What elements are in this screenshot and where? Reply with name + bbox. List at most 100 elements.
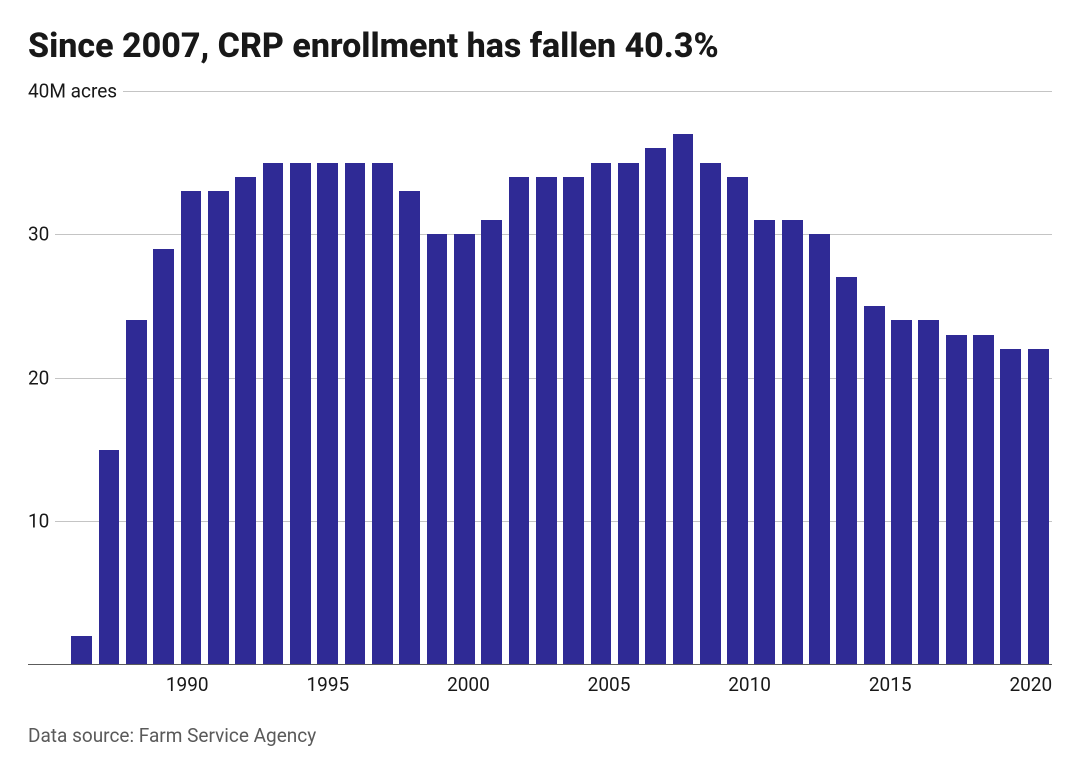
bar-slot [123, 91, 150, 665]
x-tick-label [398, 673, 422, 696]
bar [563, 177, 584, 665]
bar-slot [724, 91, 751, 665]
bar [645, 148, 666, 665]
x-tick-label [704, 673, 728, 696]
bar [235, 177, 256, 665]
x-tick-label [539, 673, 563, 696]
bar-slot [314, 91, 341, 665]
bar-slot [533, 91, 560, 665]
bar-slot [369, 91, 396, 665]
bar [591, 163, 612, 665]
bar [618, 163, 639, 665]
bar-slot [642, 91, 669, 665]
bar [918, 320, 939, 664]
x-tick-label: 2005 [588, 673, 631, 696]
bar [372, 163, 393, 665]
bar-slot [205, 91, 232, 665]
bar [263, 163, 284, 665]
bar-slot [915, 91, 942, 665]
x-tick-label [233, 673, 257, 696]
bar-slot [478, 91, 505, 665]
x-tick-label [630, 673, 654, 696]
bar [399, 191, 420, 665]
x-tick-label [68, 673, 92, 696]
bar-slot [587, 91, 614, 665]
bar-slot [560, 91, 587, 665]
x-tick-label: 2010 [728, 673, 771, 696]
bar-slot [396, 91, 423, 665]
bar-slot [68, 91, 95, 665]
data-source: Data source: Farm Service Agency [28, 724, 1052, 747]
x-tick-label [141, 673, 165, 696]
bar [99, 450, 120, 665]
x-tick-label [563, 673, 587, 696]
bar-slot [861, 91, 888, 665]
x-tick-label [771, 673, 795, 696]
x-tick-label [936, 673, 960, 696]
bar [71, 636, 92, 665]
x-tick-label: 2015 [869, 673, 912, 696]
bar [1000, 349, 1021, 665]
bar [345, 163, 366, 665]
x-tick-label [423, 673, 447, 696]
bar [864, 306, 885, 665]
x-tick-label [374, 673, 398, 696]
bar-slot [232, 91, 259, 665]
bar [126, 320, 147, 664]
bar [782, 220, 803, 665]
bar-slot [177, 91, 204, 665]
y-tick-label: 30 [28, 223, 55, 246]
bar [181, 191, 202, 665]
bar [836, 277, 857, 664]
bar-slot [615, 91, 642, 665]
x-tick-label [92, 673, 116, 696]
x-tick-label [349, 673, 373, 696]
x-tick-label: 1995 [306, 673, 349, 696]
bar [673, 134, 694, 665]
x-tick-label [282, 673, 306, 696]
bar [946, 335, 967, 665]
bar [509, 177, 530, 665]
x-tick-label [679, 673, 703, 696]
bar-slot [95, 91, 122, 665]
bar [208, 191, 229, 665]
bar [973, 335, 994, 665]
bar-slot [1024, 91, 1051, 665]
bar [153, 249, 174, 665]
bar [536, 177, 557, 665]
bar-slot [669, 91, 696, 665]
y-tick-label: 10 [28, 510, 55, 533]
bar-slot [451, 91, 478, 665]
chart: 10203040M acres 199019952000200520102015… [28, 91, 1052, 696]
bar-slot [341, 91, 368, 665]
bar [427, 234, 448, 665]
plot-area: 10203040M acres [28, 91, 1052, 665]
bar [317, 163, 338, 665]
x-tick-label [985, 673, 1009, 696]
x-tick-label: 2000 [447, 673, 490, 696]
baseline [28, 664, 1052, 665]
bar-slot [943, 91, 970, 665]
bar-slot [888, 91, 915, 665]
bar [481, 220, 502, 665]
bar-slot [997, 91, 1024, 665]
bar-slot [833, 91, 860, 665]
bar [809, 234, 830, 665]
bar-slot [150, 91, 177, 665]
x-tick-label [844, 673, 868, 696]
bar-slot [423, 91, 450, 665]
x-tick-label: 2020 [1009, 673, 1052, 696]
x-axis: 1990199520002005201020152020 [68, 673, 1052, 696]
x-tick-label [655, 673, 679, 696]
chart-title: Since 2007, CRP enrollment has fallen 40… [28, 26, 1052, 67]
x-tick-label [961, 673, 985, 696]
bar [290, 163, 311, 665]
bar-slot [751, 91, 778, 665]
bar [754, 220, 775, 665]
x-tick-label [514, 673, 538, 696]
x-tick-label [795, 673, 819, 696]
bar [700, 163, 721, 665]
bar [1028, 349, 1049, 665]
bar-slot [287, 91, 314, 665]
x-tick-label [820, 673, 844, 696]
